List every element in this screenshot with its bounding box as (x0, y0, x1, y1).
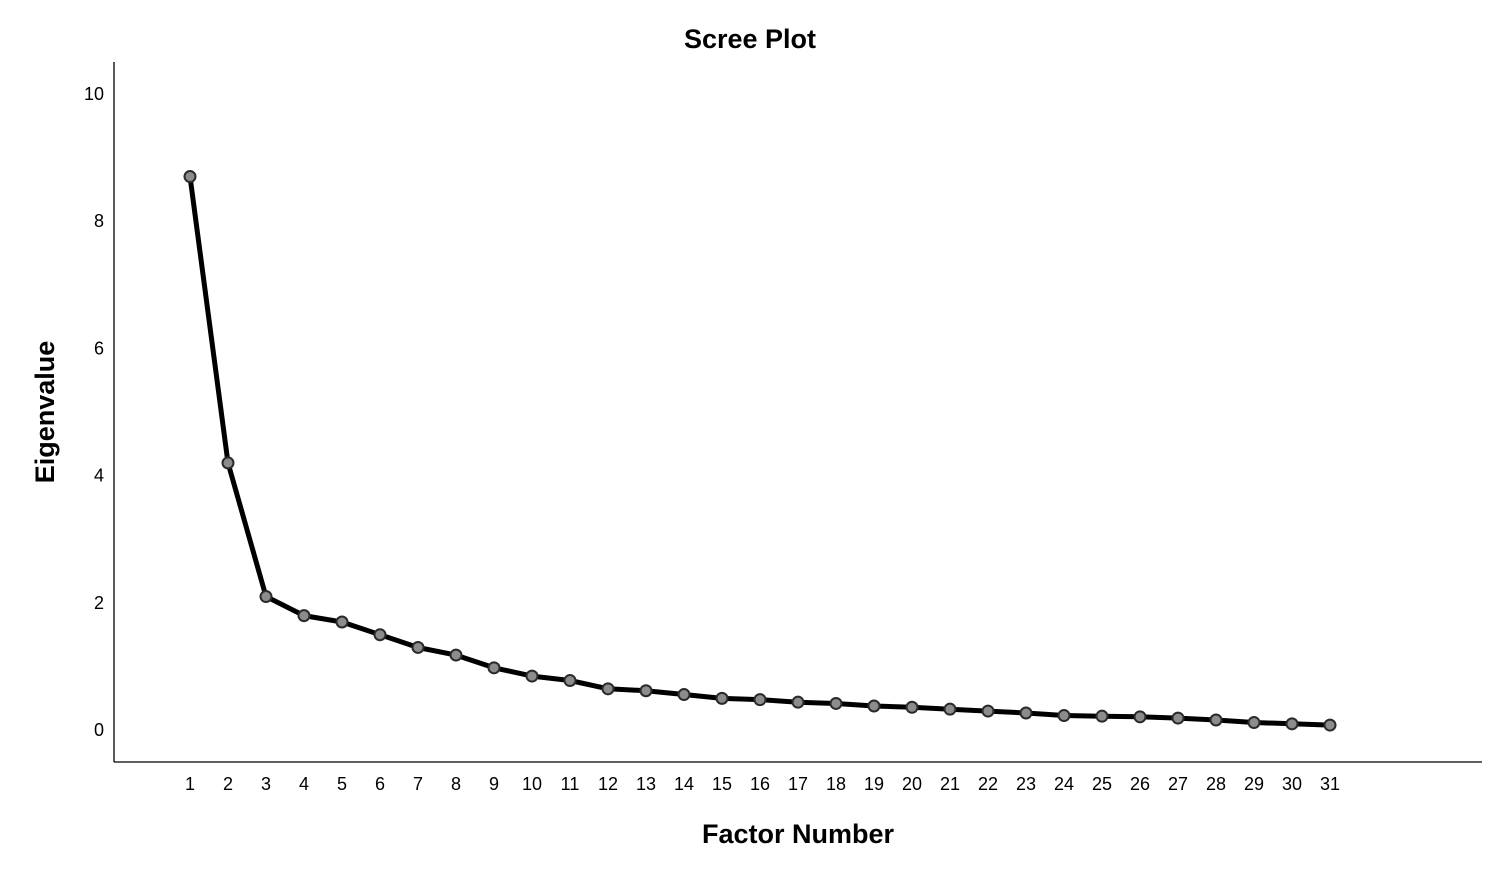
x-tick-label: 8 (451, 774, 461, 794)
x-tick-label: 27 (1168, 774, 1188, 794)
data-point (867, 699, 881, 713)
data-point (905, 700, 919, 714)
y-tick-label: 8 (94, 211, 104, 231)
data-point (943, 702, 957, 716)
x-tick-label: 9 (489, 774, 499, 794)
data-point (981, 704, 995, 718)
data-point (677, 688, 691, 702)
data-point (221, 456, 235, 470)
data-point (525, 669, 539, 683)
y-tick-label: 10 (84, 84, 104, 104)
data-point (487, 661, 501, 675)
data-point (601, 682, 615, 696)
x-tick-label: 22 (978, 774, 998, 794)
x-tick-label: 21 (940, 774, 960, 794)
x-tick-label: 23 (1016, 774, 1036, 794)
y-axis-ticks: 0 2 4 6 8 10 (84, 84, 104, 740)
x-tick-label: 12 (598, 774, 618, 794)
x-tick-label: 7 (413, 774, 423, 794)
x-tick-label: 16 (750, 774, 770, 794)
data-point (335, 615, 349, 629)
data-point (1133, 710, 1147, 724)
x-tick-label: 3 (261, 774, 271, 794)
x-tick-label: 5 (337, 774, 347, 794)
data-point (1171, 711, 1185, 725)
x-axis-title: Factor Number (702, 819, 895, 849)
x-tick-label: 4 (299, 774, 309, 794)
x-tick-label: 2 (223, 774, 233, 794)
x-tick-label: 13 (636, 774, 656, 794)
data-point (1209, 713, 1223, 727)
data-point (753, 693, 767, 707)
series-line (187, 174, 1333, 728)
x-tick-label: 11 (561, 774, 580, 794)
x-tick-label: 17 (788, 774, 808, 794)
x-tick-label: 30 (1282, 774, 1302, 794)
data-point (1019, 706, 1033, 720)
x-tick-label: 10 (522, 774, 542, 794)
x-tick-label: 19 (864, 774, 884, 794)
data-point (411, 640, 425, 654)
x-tick-label: 20 (902, 774, 922, 794)
data-point (297, 609, 311, 623)
y-tick-label: 2 (94, 593, 104, 613)
x-tick-label: 24 (1054, 774, 1074, 794)
x-tick-label: 25 (1092, 774, 1112, 794)
x-tick-label: 18 (826, 774, 846, 794)
y-tick-label: 6 (94, 338, 104, 358)
x-tick-label: 26 (1130, 774, 1150, 794)
y-axis-title: Eigenvalue (30, 341, 60, 484)
data-point (1323, 718, 1337, 732)
data-point (183, 170, 197, 184)
data-point (563, 674, 577, 688)
x-tick-label: 1 (185, 774, 195, 794)
data-point (1057, 709, 1071, 723)
data-point (373, 628, 387, 642)
data-point (715, 691, 729, 705)
x-tick-label: 6 (375, 774, 385, 794)
x-tick-label: 14 (674, 774, 694, 794)
y-tick-label: 0 (94, 720, 104, 740)
chart-title: Scree Plot (684, 24, 816, 54)
x-tick-label: 31 (1320, 774, 1340, 794)
data-point (791, 695, 805, 709)
x-tick-label: 29 (1244, 774, 1264, 794)
y-tick-label: 4 (94, 466, 104, 486)
data-point (1285, 717, 1299, 731)
x-tick-label: 28 (1206, 774, 1226, 794)
data-point (259, 590, 273, 604)
data-point (449, 648, 463, 662)
x-axis-ticks: 1 2 3 4 5 6 7 8 9 10 11 12 13 14 15 16 17 18 19 20 21 22 23 24 2… (185, 774, 1340, 794)
x-tick-label: 15 (712, 774, 732, 794)
data-point (1095, 709, 1109, 723)
series-layer (183, 170, 1337, 732)
data-point (639, 684, 653, 698)
data-point (829, 696, 843, 710)
data-point (1247, 716, 1261, 730)
